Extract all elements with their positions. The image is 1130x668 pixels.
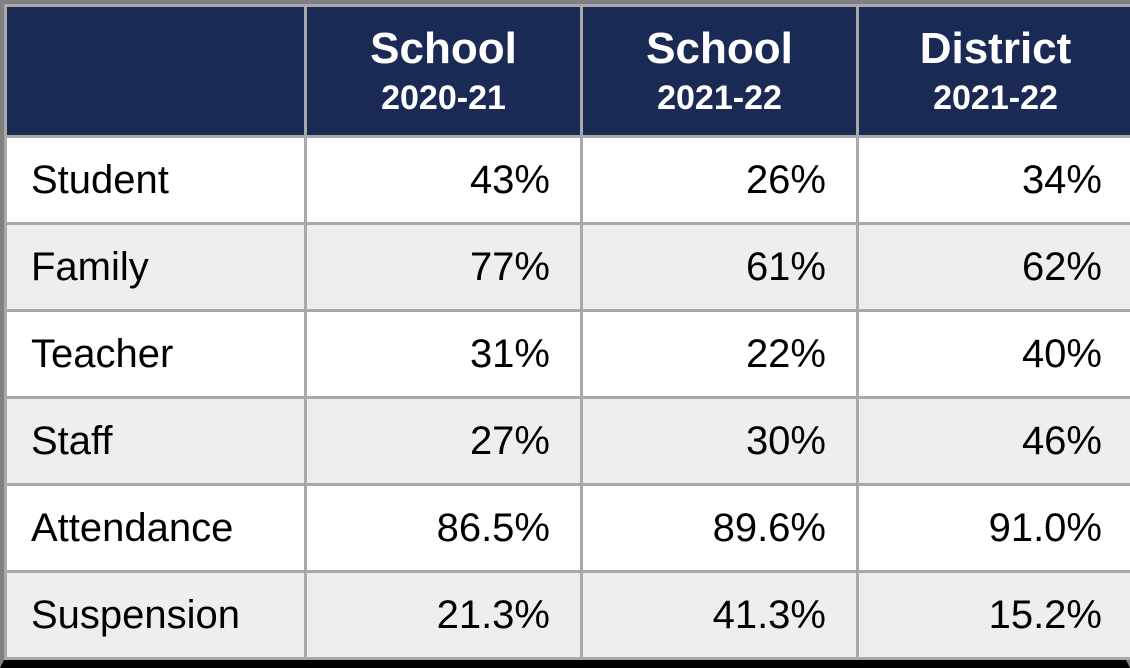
col-header-school-2020-21: School 2020-21 [306,6,582,137]
cell-value: 40% [858,311,1130,398]
col-header-title: District [920,23,1072,76]
col-header-sub: 2021-22 [933,78,1058,119]
col-header-title: School [646,23,793,76]
cell-value: 77% [306,224,582,311]
cell-value: 22% [582,311,858,398]
table-row: Teacher 31% 22% 40% [6,311,1130,398]
cell-value: 61% [582,224,858,311]
cell-value: 89.6% [582,485,858,572]
col-header-title: School [370,23,517,76]
cell-value: 86.5% [306,485,582,572]
col-header-sub: 2020-21 [381,78,506,119]
row-label: Attendance [6,485,306,572]
row-label: Teacher [6,311,306,398]
table-row: Student 43% 26% 34% [6,137,1130,224]
cell-value: 15.2% [858,572,1130,659]
cell-value: 46% [858,398,1130,485]
row-label: Family [6,224,306,311]
col-header-blank [6,6,306,137]
table-container: School 2020-21 School 2021-22 District 2… [0,0,1130,668]
table-row: Family 77% 61% 62% [6,224,1130,311]
cell-value: 30% [582,398,858,485]
col-header-district-2021-22: District 2021-22 [858,6,1130,137]
table-header-row: School 2020-21 School 2021-22 District 2… [6,6,1130,137]
cell-value: 27% [306,398,582,485]
cell-value: 31% [306,311,582,398]
cell-value: 62% [858,224,1130,311]
row-label: Staff [6,398,306,485]
cell-value: 91.0% [858,485,1130,572]
cell-value: 21.3% [306,572,582,659]
cell-value: 34% [858,137,1130,224]
col-header-school-2021-22: School 2021-22 [582,6,858,137]
row-label: Student [6,137,306,224]
table-row: Suspension 21.3% 41.3% 15.2% [6,572,1130,659]
row-label: Suspension [6,572,306,659]
cell-value: 41.3% [582,572,858,659]
cell-value: 26% [582,137,858,224]
cell-value: 43% [306,137,582,224]
metrics-table: School 2020-21 School 2021-22 District 2… [4,4,1130,660]
col-header-sub: 2021-22 [657,78,782,119]
table-row: Staff 27% 30% 46% [6,398,1130,485]
table-row: Attendance 86.5% 89.6% 91.0% [6,485,1130,572]
